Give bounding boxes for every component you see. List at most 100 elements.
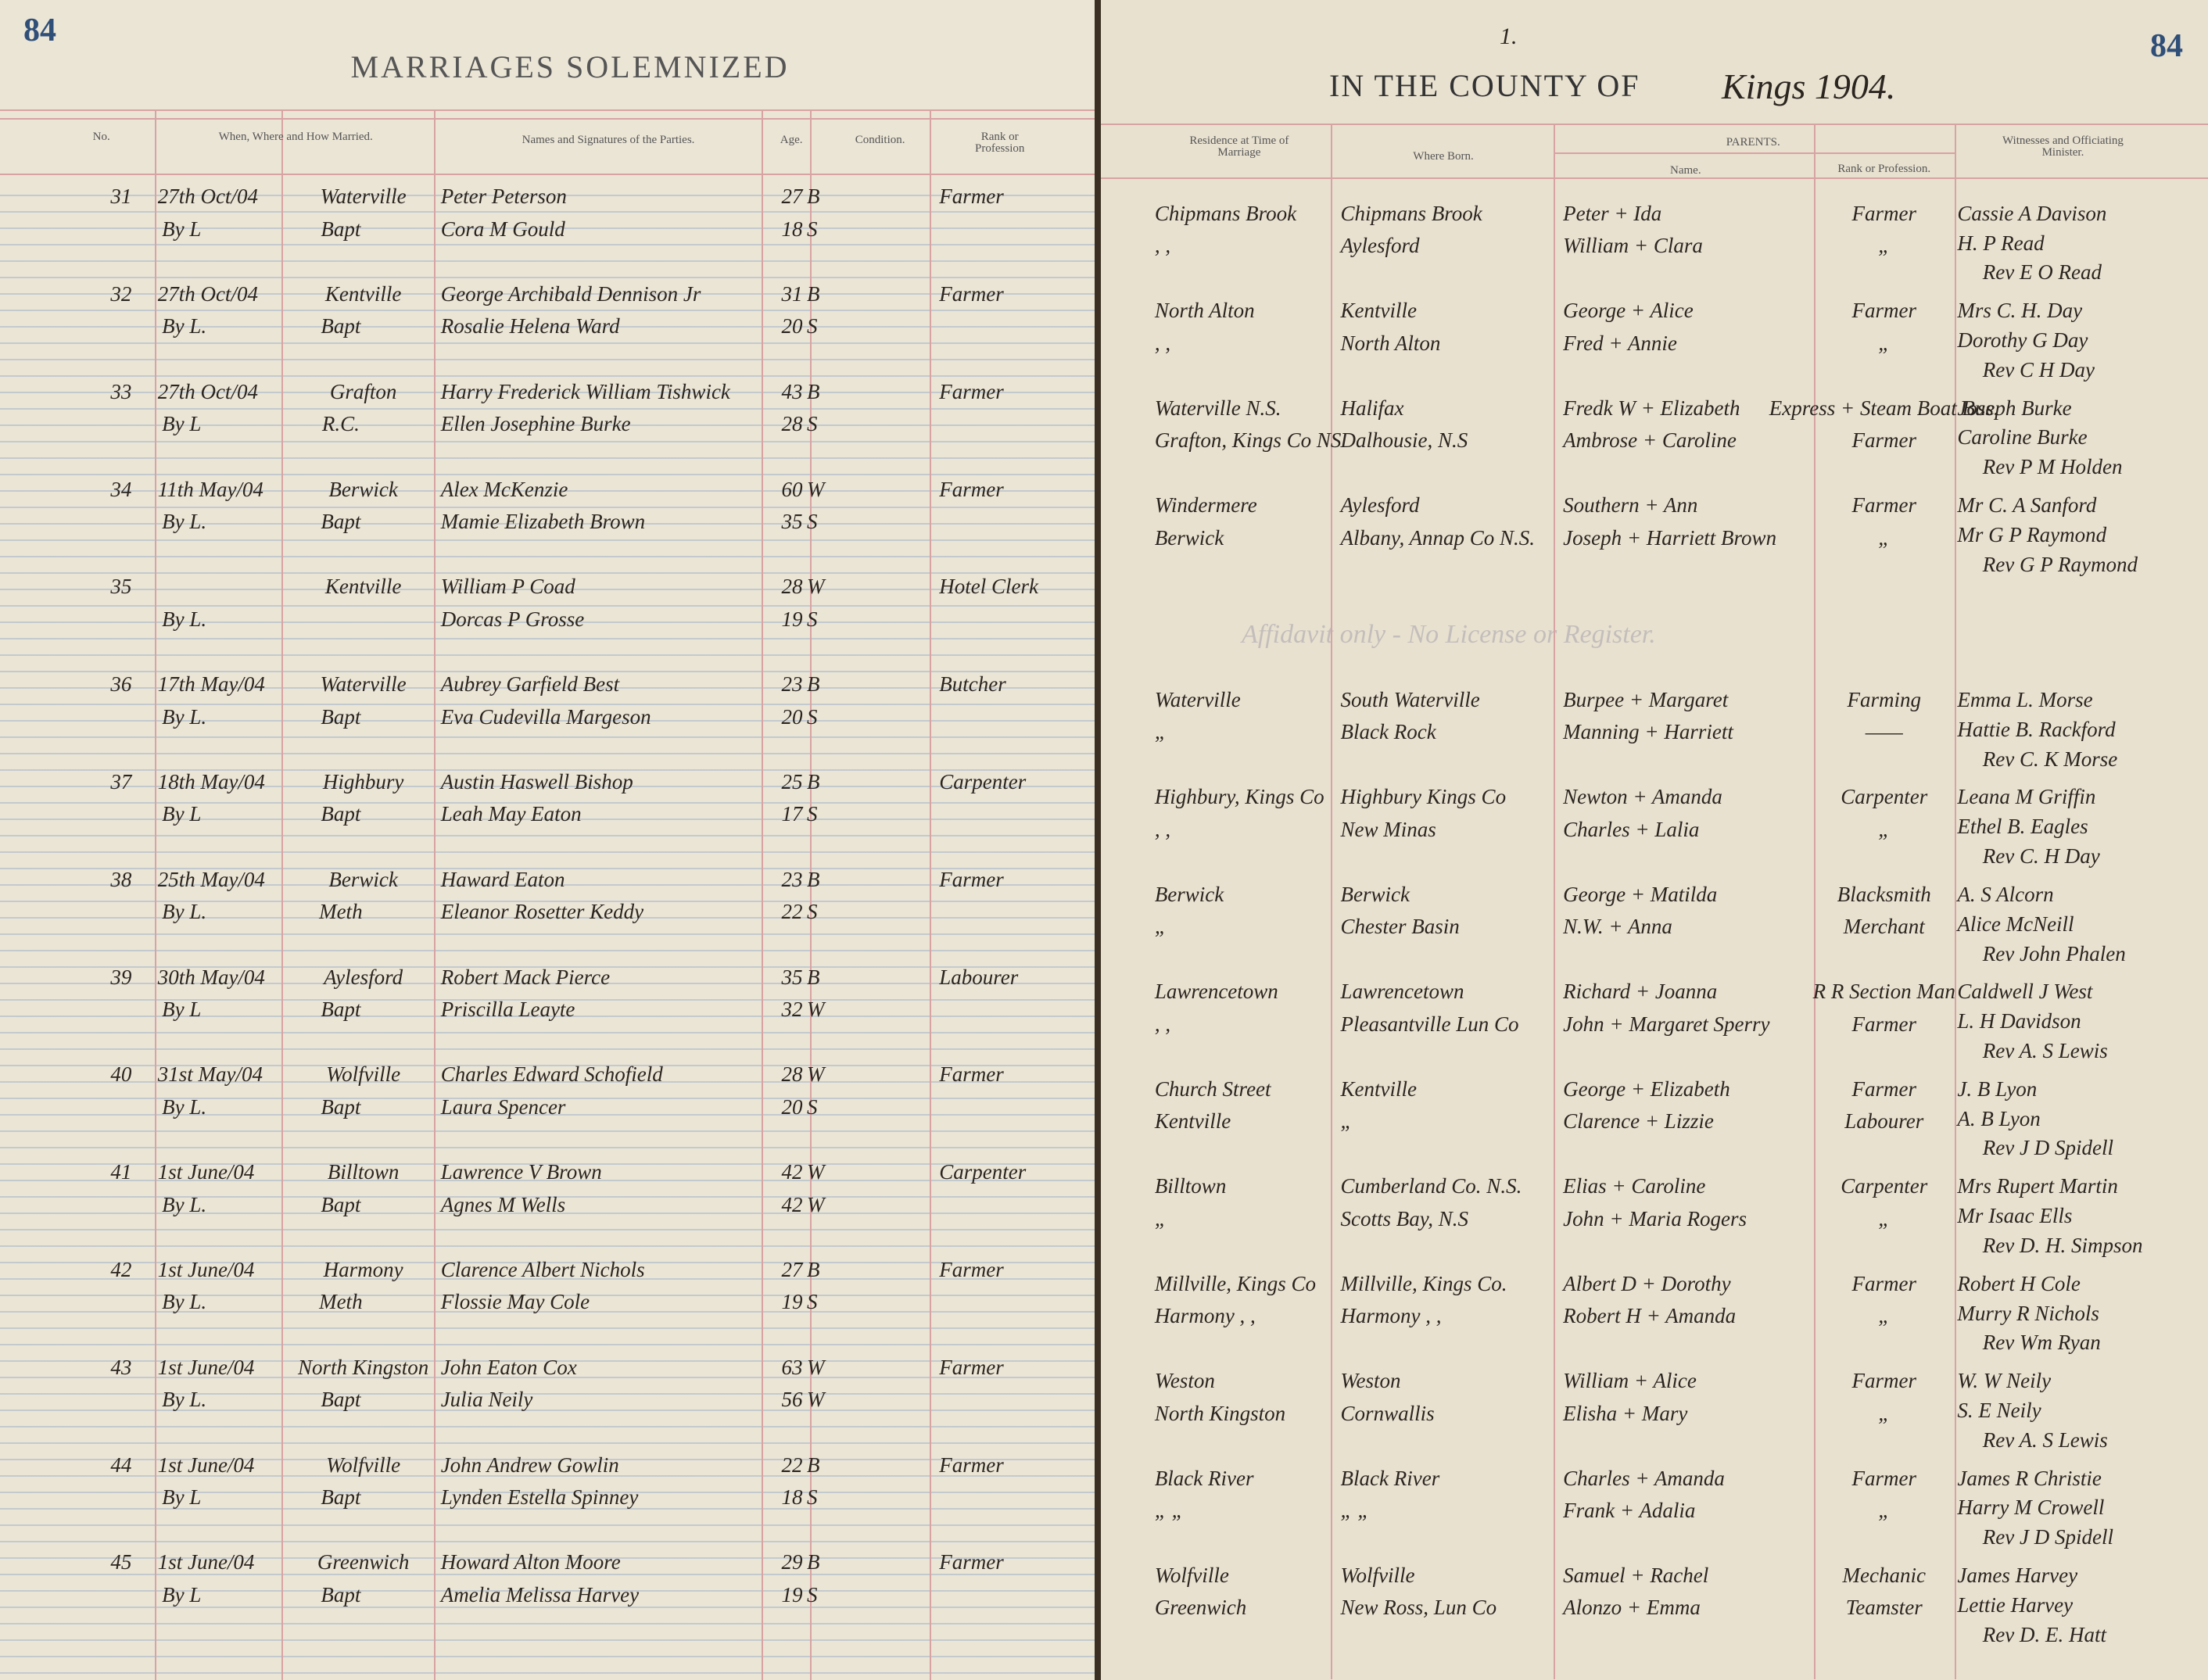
date: 1st June/04 (157, 1550, 255, 1574)
parents-rank: Carpenter (1841, 1174, 1928, 1198)
bride-condition: W (806, 1388, 825, 1412)
birthplace: „ (1340, 1109, 1353, 1134)
officiating-minister: Rev A. S Lewis (1982, 1427, 2108, 1452)
bride-condition: S (806, 802, 818, 826)
witness: Harry M Crowell (1957, 1496, 2105, 1520)
groom-age: 22 (781, 1453, 803, 1477)
license: By L. (162, 607, 207, 631)
parents-rank: Farmer (1851, 299, 1916, 323)
bride-age: 18 (781, 1485, 803, 1510)
parents-rank: R R Section Man (1812, 980, 1955, 1004)
parents-rank: Merchant (1843, 915, 1925, 939)
column-header: Residence at Time of Marriage (1189, 134, 1289, 159)
entry-number: 43 (110, 1355, 132, 1379)
parents-rank: Mechanic (1842, 1564, 1926, 1588)
license: By L (162, 1485, 202, 1510)
parents-name: Robert H + Amanda (1563, 1304, 1737, 1328)
officiating-minister: Rev P M Holden (1982, 455, 2123, 479)
witness: L. H Davidson (1957, 1009, 2081, 1033)
groom-name: William P Coad (440, 575, 575, 599)
groom-name: Charles Edward Schofield (440, 1062, 663, 1087)
birthplace: Black Rock (1340, 720, 1436, 744)
date: 17th May/04 (157, 672, 265, 697)
birthplace: New Ross, Lun Co (1340, 1596, 1497, 1620)
parents-name: William + Clara (1563, 234, 1703, 258)
parents-name: Manning + Harriett (1563, 720, 1733, 744)
bride-name: Flossie May Cole (440, 1290, 590, 1314)
groom-condition: B (806, 769, 820, 793)
date: 1st June/04 (157, 1258, 255, 1282)
officiating-minister: Rev C. K Morse (1982, 747, 2118, 771)
rank: Carpenter (939, 769, 1027, 793)
residence: North Alton (1154, 299, 1255, 323)
officiating-minister: Rev G P Raymond (1982, 552, 2138, 576)
column-header: PARENTS. (1726, 136, 1780, 149)
bride-name: Julia Neily (440, 1388, 533, 1412)
parents-rank: Farmer (1851, 1369, 1916, 1393)
license: By L. (162, 1290, 207, 1314)
license: By L (162, 802, 202, 826)
rank: Farmer (939, 1550, 1004, 1574)
birthplace: Aylesford (1340, 234, 1420, 258)
rank: Farmer (939, 1258, 1004, 1282)
place: Wolfville (326, 1062, 401, 1087)
groom-condition: B (806, 1258, 820, 1282)
witness: A. S Alcorn (1957, 882, 2054, 906)
residence: Millville, Kings Co (1154, 1271, 1317, 1295)
column-header: Rank or Profession (975, 130, 1025, 155)
witness: James Harvey (1957, 1564, 2078, 1588)
groom-age: 27 (781, 184, 803, 209)
column-rule (1813, 124, 1816, 1680)
date: 27th Oct/04 (157, 184, 258, 209)
denomination: Bapt (321, 1094, 361, 1119)
license: By L. (162, 1388, 207, 1412)
place: Billtown (327, 1160, 400, 1184)
parents-rank: „ (1878, 234, 1891, 258)
groom-age: 60 (781, 477, 803, 501)
denomination: Bapt (321, 802, 361, 826)
bride-condition: S (806, 1094, 818, 1119)
residence: Greenwich (1154, 1596, 1247, 1620)
witness: Murry R Nichols (1957, 1301, 2099, 1325)
denomination: Bapt (321, 509, 361, 533)
parents-name: William + Alice (1563, 1369, 1697, 1393)
parents-name: Alonzo + Emma (1563, 1596, 1701, 1620)
entry-number: 44 (110, 1453, 132, 1477)
groom-condition: W (806, 477, 825, 501)
birthplace: North Alton (1340, 331, 1441, 355)
place: Waterville (320, 672, 407, 697)
residence: Billtown (1154, 1174, 1227, 1198)
birthplace: Harmony , , (1340, 1304, 1442, 1328)
residence: Harmony , , (1154, 1304, 1256, 1328)
witness: Dorothy G Day (1957, 328, 2088, 353)
column-header: Name. (1670, 164, 1701, 177)
bride-condition: S (806, 217, 818, 241)
officiating-minister: Rev John Phalen (1982, 941, 2126, 965)
residence: , , (1154, 817, 1171, 841)
denomination: Bapt (321, 1485, 361, 1510)
parents-rank: Farming (1847, 687, 1921, 711)
groom-age: 28 (781, 575, 803, 599)
groom-name: Harry Frederick William Tishwick (440, 379, 730, 403)
bride-age: 56 (781, 1388, 803, 1412)
witness: A. B Lyon (1957, 1106, 2041, 1130)
birthplace: Pleasantville Lun Co (1340, 1012, 1519, 1036)
groom-age: 42 (781, 1160, 803, 1184)
date: 1st June/04 (157, 1453, 255, 1477)
residence: Black River (1154, 1466, 1254, 1490)
header-rule (0, 118, 1095, 120)
bride-age: 18 (781, 217, 803, 241)
parents-rank: „ (1878, 525, 1891, 550)
witness: Joseph Burke (1957, 396, 2072, 420)
denomination: Bapt (321, 704, 361, 729)
witness: James R Christie (1957, 1466, 2102, 1490)
parents-name: Burpee + Margaret (1563, 687, 1729, 711)
birthplace: Berwick (1340, 882, 1410, 906)
witness: Mrs C. H. Day (1957, 299, 2083, 323)
license: By L (162, 1582, 202, 1607)
residence: „ (1154, 915, 1167, 939)
note: Affidavit only - No License or Register. (1242, 620, 1656, 649)
birthplace: Cornwallis (1340, 1401, 1435, 1425)
parents-rank: —— (1865, 720, 1903, 744)
bride-condition: S (806, 1290, 818, 1314)
